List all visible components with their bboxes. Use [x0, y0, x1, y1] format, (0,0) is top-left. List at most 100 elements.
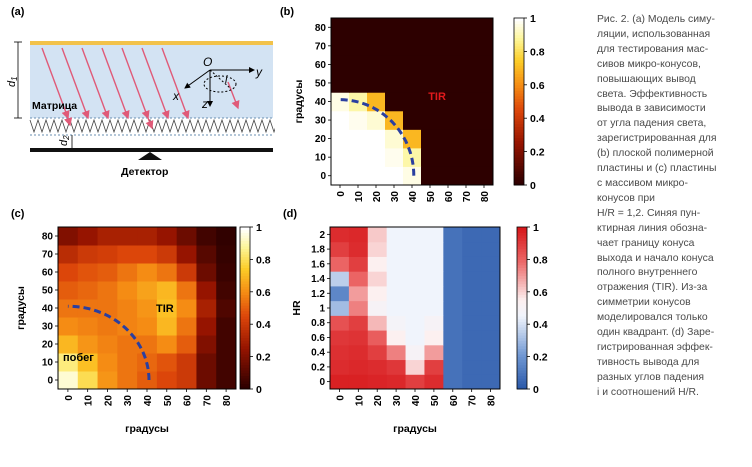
colorbar-segment [240, 302, 250, 306]
y-tick-label: 1.4 [311, 274, 325, 285]
colorbar-segment [240, 248, 250, 252]
colorbar-segment [517, 343, 527, 347]
colorbar-segment [240, 289, 250, 293]
colorbar-segment [514, 90, 524, 94]
heatmap-cell [439, 18, 458, 38]
colorbar-segment [517, 289, 527, 293]
colorbar-segment [240, 313, 250, 317]
colorbar-segment [240, 329, 250, 333]
colorbar-tick-label: 0.8 [256, 254, 271, 266]
heatmap-cell [475, 73, 494, 93]
caption-line: один квадрант. (d) Заре- [597, 327, 715, 339]
heatmap-cell [77, 263, 99, 282]
colorbar-tick-label: 0.2 [530, 147, 545, 159]
heatmap-cell [457, 73, 476, 93]
y-tick-label: 40 [315, 97, 327, 108]
x-axis-label: градусы [125, 423, 169, 435]
colorbar-segment [514, 54, 524, 58]
heatmap-cell [462, 227, 482, 243]
heatmap-cell [97, 227, 118, 246]
heatmap-cell [176, 371, 197, 390]
heatmap-cell [196, 245, 217, 264]
colorbar-segment [517, 227, 527, 231]
heatmap-cell [403, 129, 422, 149]
heatmap-cell [403, 166, 422, 186]
colorbar-segment [240, 235, 250, 239]
heatmap-cell [443, 285, 463, 302]
colorbar-segment [240, 272, 250, 277]
colorbar-segment [514, 48, 524, 52]
heatmap-cell [385, 55, 404, 75]
heatmap-cell [331, 92, 350, 112]
heatmap-cell [367, 18, 386, 38]
heatmap-cell [385, 147, 404, 167]
colorbar-segment [514, 182, 524, 186]
colorbar-segment [517, 262, 527, 266]
heatmap-cell [137, 227, 158, 246]
heatmap-cell [424, 256, 444, 272]
colorbar-segment [514, 173, 524, 178]
colorbar-segment [517, 345, 527, 349]
colorbar-segment [240, 343, 250, 347]
heatmap-cell [424, 359, 444, 375]
heatmap-cell [405, 285, 425, 302]
heatmap-cell [481, 330, 501, 346]
colorbar-tick-label: 1 [530, 13, 536, 25]
heatmap-cell [176, 281, 197, 300]
colorbar-segment [517, 367, 527, 371]
heatmap-cell [77, 317, 99, 336]
colorbar-segment [514, 65, 524, 69]
heatmap-cell [349, 73, 368, 93]
colorbar-segment [514, 104, 524, 108]
colorbar-segment [514, 95, 524, 100]
heatmap-cell [367, 330, 388, 346]
colorbar-segment [514, 134, 524, 139]
escape-annotation: побег [63, 352, 94, 364]
y-tick-label: 0.4 [311, 348, 325, 359]
heatmap-cell [457, 129, 476, 149]
colorbar-segment [514, 59, 524, 64]
heatmap-cell [443, 359, 463, 375]
colorbar-segment [514, 45, 524, 50]
caption-line: конусов при [597, 192, 655, 204]
heatmap-cell [367, 271, 388, 287]
colorbar-segment [514, 118, 524, 122]
heatmap-cell [439, 129, 458, 149]
heatmap-cell [462, 271, 482, 287]
colorbar-segment [517, 356, 527, 360]
heatmap-cell [348, 271, 369, 287]
colorbar-segment [517, 245, 527, 250]
heatmap-cell [331, 110, 350, 130]
heatmap-cell [367, 315, 388, 331]
caption-line: (b) плоской полимерной [597, 148, 714, 160]
colorbar-segment [240, 299, 250, 304]
heatmap-cell [117, 245, 138, 264]
heatmap-cell [97, 281, 118, 300]
caption-line: ляции, использованная [597, 28, 711, 40]
colorbar-segment [514, 34, 524, 38]
heatmap-cell [196, 371, 217, 390]
colorbar-segment [517, 297, 527, 301]
colorbar-segment [517, 353, 527, 358]
heatmap-cell [443, 330, 463, 346]
caption-line: разных углов падения [597, 371, 705, 383]
heatmap-cell [462, 330, 482, 346]
heatmap-cell [439, 92, 458, 112]
heatmap-cell [403, 110, 422, 130]
heatmap-cell [481, 374, 501, 390]
x-axis-label: градусы [393, 423, 437, 435]
colorbar-segment [517, 259, 527, 263]
heatmap-cell [405, 241, 425, 257]
heatmap-cell [481, 285, 501, 302]
colorbar-segment [517, 240, 527, 244]
colorbar-segment [514, 26, 524, 30]
heatmap-cell [457, 36, 476, 56]
heatmap-cell [421, 129, 440, 149]
heatmap-cell [421, 92, 440, 112]
heatmap-cell [443, 374, 463, 390]
colorbar-segment [517, 316, 527, 320]
colorbar-segment [517, 272, 527, 277]
heatmap-cell [156, 227, 178, 246]
heatmap-cell [331, 147, 350, 167]
colorbar-segment [517, 318, 527, 322]
